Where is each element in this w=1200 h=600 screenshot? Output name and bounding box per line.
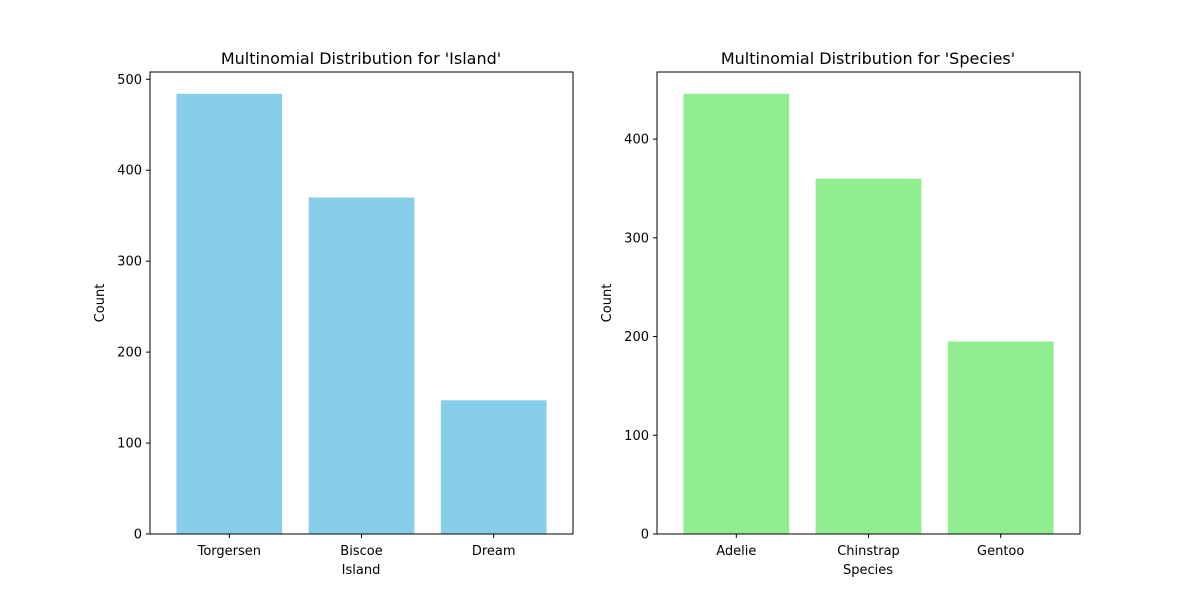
island-bar-dream bbox=[440, 400, 547, 534]
island-y-tick-label: 0 bbox=[134, 528, 142, 543]
species-chart-title: Multinomial Distribution for 'Species' bbox=[721, 49, 1015, 68]
island-chart-x-axis-label: Island bbox=[342, 563, 381, 578]
island-y-tick-label: 300 bbox=[117, 255, 142, 270]
island-y-tick-label: 400 bbox=[117, 164, 142, 179]
species-y-tick-label: 300 bbox=[624, 231, 649, 246]
species-bar-gentoo bbox=[947, 341, 1054, 534]
island-x-tick-label: Dream bbox=[472, 544, 516, 559]
island-y-tick-label: 200 bbox=[117, 346, 142, 361]
species-x-tick-label: Chinstrap bbox=[837, 544, 900, 559]
island-y-tick-label: 500 bbox=[117, 73, 142, 88]
island-bar-torgersen bbox=[176, 93, 283, 534]
island-bar-biscoe bbox=[308, 197, 415, 534]
species-bar-adelie bbox=[683, 93, 790, 534]
species-chart-x-axis-label: Species bbox=[843, 563, 893, 578]
island-chart: Multinomial Distribution for 'Island' Is… bbox=[93, 49, 574, 578]
species-y-tick-label: 100 bbox=[624, 429, 649, 444]
island-y-tick-label: 100 bbox=[117, 437, 142, 452]
species-x-tick-label: Adelie bbox=[716, 544, 756, 559]
species-y-tick-label: 0 bbox=[641, 528, 649, 543]
species-y-tick-label: 200 bbox=[624, 330, 649, 345]
species-y-tick-label: 400 bbox=[624, 133, 649, 148]
species-x-tick-label: Gentoo bbox=[977, 544, 1024, 559]
species-chart-y-axis-label: Count bbox=[600, 284, 615, 323]
island-chart-y-axis-label: Count bbox=[93, 284, 108, 323]
island-x-tick-label: Torgersen bbox=[197, 544, 261, 559]
species-chart: Multinomial Distribution for 'Species' S… bbox=[600, 49, 1081, 578]
island-x-tick-label: Biscoe bbox=[340, 544, 382, 559]
species-bar-chinstrap bbox=[815, 178, 922, 534]
island-chart-title: Multinomial Distribution for 'Island' bbox=[221, 49, 501, 68]
